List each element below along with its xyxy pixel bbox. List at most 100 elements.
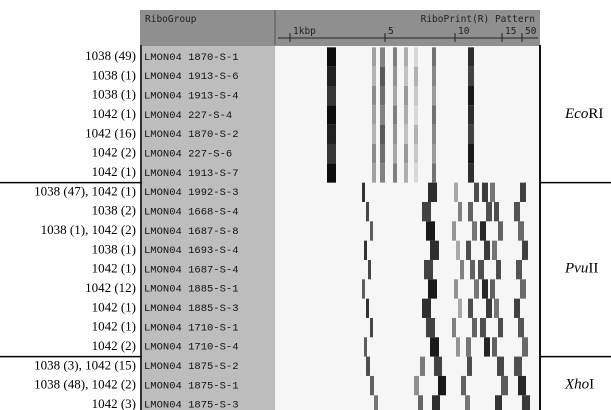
gel-band	[472, 317, 477, 338]
scale-label: 5	[388, 26, 394, 37]
gel-band	[430, 240, 439, 260]
gel-band	[414, 85, 418, 106]
gel-band	[366, 298, 369, 318]
gel-band	[370, 375, 374, 396]
gel-band	[393, 66, 397, 86]
gel-band	[372, 143, 376, 164]
column-title: RiboGroup	[145, 14, 197, 25]
row-label: 1042 (2)	[92, 145, 136, 160]
scale-label: 10	[458, 26, 470, 37]
gel-band	[372, 124, 376, 144]
enzyme-roman: RI	[588, 106, 603, 122]
ribogroup-label: LMON04 1992-S-3	[144, 187, 239, 199]
enzyme-roman: II	[588, 261, 598, 277]
row-label: 1042 (1)	[92, 164, 136, 179]
gel-band	[501, 375, 508, 396]
gel-band	[458, 201, 462, 222]
gel-band	[497, 356, 504, 376]
gel-band	[420, 356, 425, 376]
gel-band	[432, 105, 436, 125]
gel-band	[522, 337, 528, 357]
ribogroup-label: LMON04 1687-S-8	[144, 226, 239, 238]
gel-band	[372, 47, 376, 67]
gel-band	[458, 298, 462, 318]
row-label: 1038 (1)	[92, 67, 136, 82]
enzyme-roman: I	[589, 377, 594, 393]
gel-band	[432, 124, 436, 144]
gel-band	[428, 182, 437, 202]
gel-band	[414, 124, 418, 144]
gel-band	[470, 259, 475, 280]
enzyme-italic: Pvu	[564, 261, 588, 277]
gel-band	[432, 395, 440, 410]
gel-band	[380, 124, 385, 144]
gel-band	[380, 66, 385, 86]
gel-band	[327, 66, 336, 86]
gel-band	[370, 317, 373, 338]
row-label: 1038 (1)	[92, 87, 136, 102]
gel-band	[368, 259, 371, 280]
row-label: 1042 (1)	[92, 106, 136, 121]
enzyme-label: EcoRI	[564, 106, 603, 122]
gel-band	[468, 201, 473, 222]
gel-band	[518, 317, 524, 338]
ribogroup-label: LMON04 1885-S-3	[144, 303, 239, 315]
gel-band	[454, 279, 458, 299]
ribogroup-label: LMON04 1875-S-1	[144, 380, 239, 392]
gel-band	[486, 201, 492, 222]
gel-band	[468, 66, 474, 86]
gel-band	[482, 279, 488, 299]
ribogroup-label: LMON04 1870-S-1	[144, 52, 239, 64]
gel-band	[372, 105, 376, 125]
ribogroup-label: LMON04 1710-S-4	[144, 342, 239, 354]
gel-band	[468, 298, 473, 318]
gel-band	[432, 47, 436, 67]
gel-band	[480, 317, 486, 338]
gel-band	[430, 337, 439, 357]
row-label: 1038 (2)	[92, 203, 136, 218]
row-label: 1038 (1)	[92, 241, 136, 256]
gel-band	[418, 395, 423, 410]
gel-band	[327, 124, 336, 144]
gel-band	[456, 240, 460, 260]
row-label: 1038 (49)	[85, 48, 136, 63]
row-label: 1042 (3)	[92, 396, 136, 410]
ribogroup-label: LMON04 227-S-4	[144, 110, 232, 122]
row-label: 1042 (12)	[85, 280, 136, 295]
gel-band	[490, 279, 495, 299]
pattern-title: RiboPrint(R) Pattern	[421, 14, 535, 25]
ribogroup-label: LMON04 1687-S-4	[144, 264, 239, 276]
gel-band	[467, 356, 472, 376]
gel-band	[472, 221, 477, 241]
gel-band	[404, 124, 408, 144]
gel-band	[404, 85, 408, 106]
gel-band	[404, 143, 408, 164]
gel-band	[393, 143, 397, 164]
gel-band	[498, 221, 503, 241]
gel-band	[514, 298, 520, 318]
gel-band	[364, 240, 367, 260]
gel-band	[426, 317, 435, 338]
gel-band	[522, 240, 528, 260]
gel-band	[520, 279, 526, 299]
enzyme-italic: Eco	[564, 106, 589, 122]
row-label: 1038 (48), 1042 (2)	[34, 377, 136, 392]
gel-band	[414, 47, 418, 67]
gel-band	[495, 395, 502, 410]
gel-band	[426, 221, 435, 241]
gel-band	[452, 221, 456, 241]
gel-band	[432, 85, 436, 106]
gel-band	[404, 66, 408, 86]
gel-band	[362, 279, 365, 299]
gel-band	[482, 182, 488, 202]
gel-band	[452, 317, 456, 338]
gel-band	[393, 47, 397, 67]
gel-band	[372, 163, 376, 183]
gel-band	[492, 240, 497, 260]
gel-band	[465, 395, 470, 410]
gel-band	[374, 395, 378, 410]
row-label: 1038 (3), 1042 (15)	[34, 357, 136, 372]
gel-band	[414, 163, 418, 183]
gel-band	[362, 182, 365, 202]
gel-band	[432, 143, 436, 164]
